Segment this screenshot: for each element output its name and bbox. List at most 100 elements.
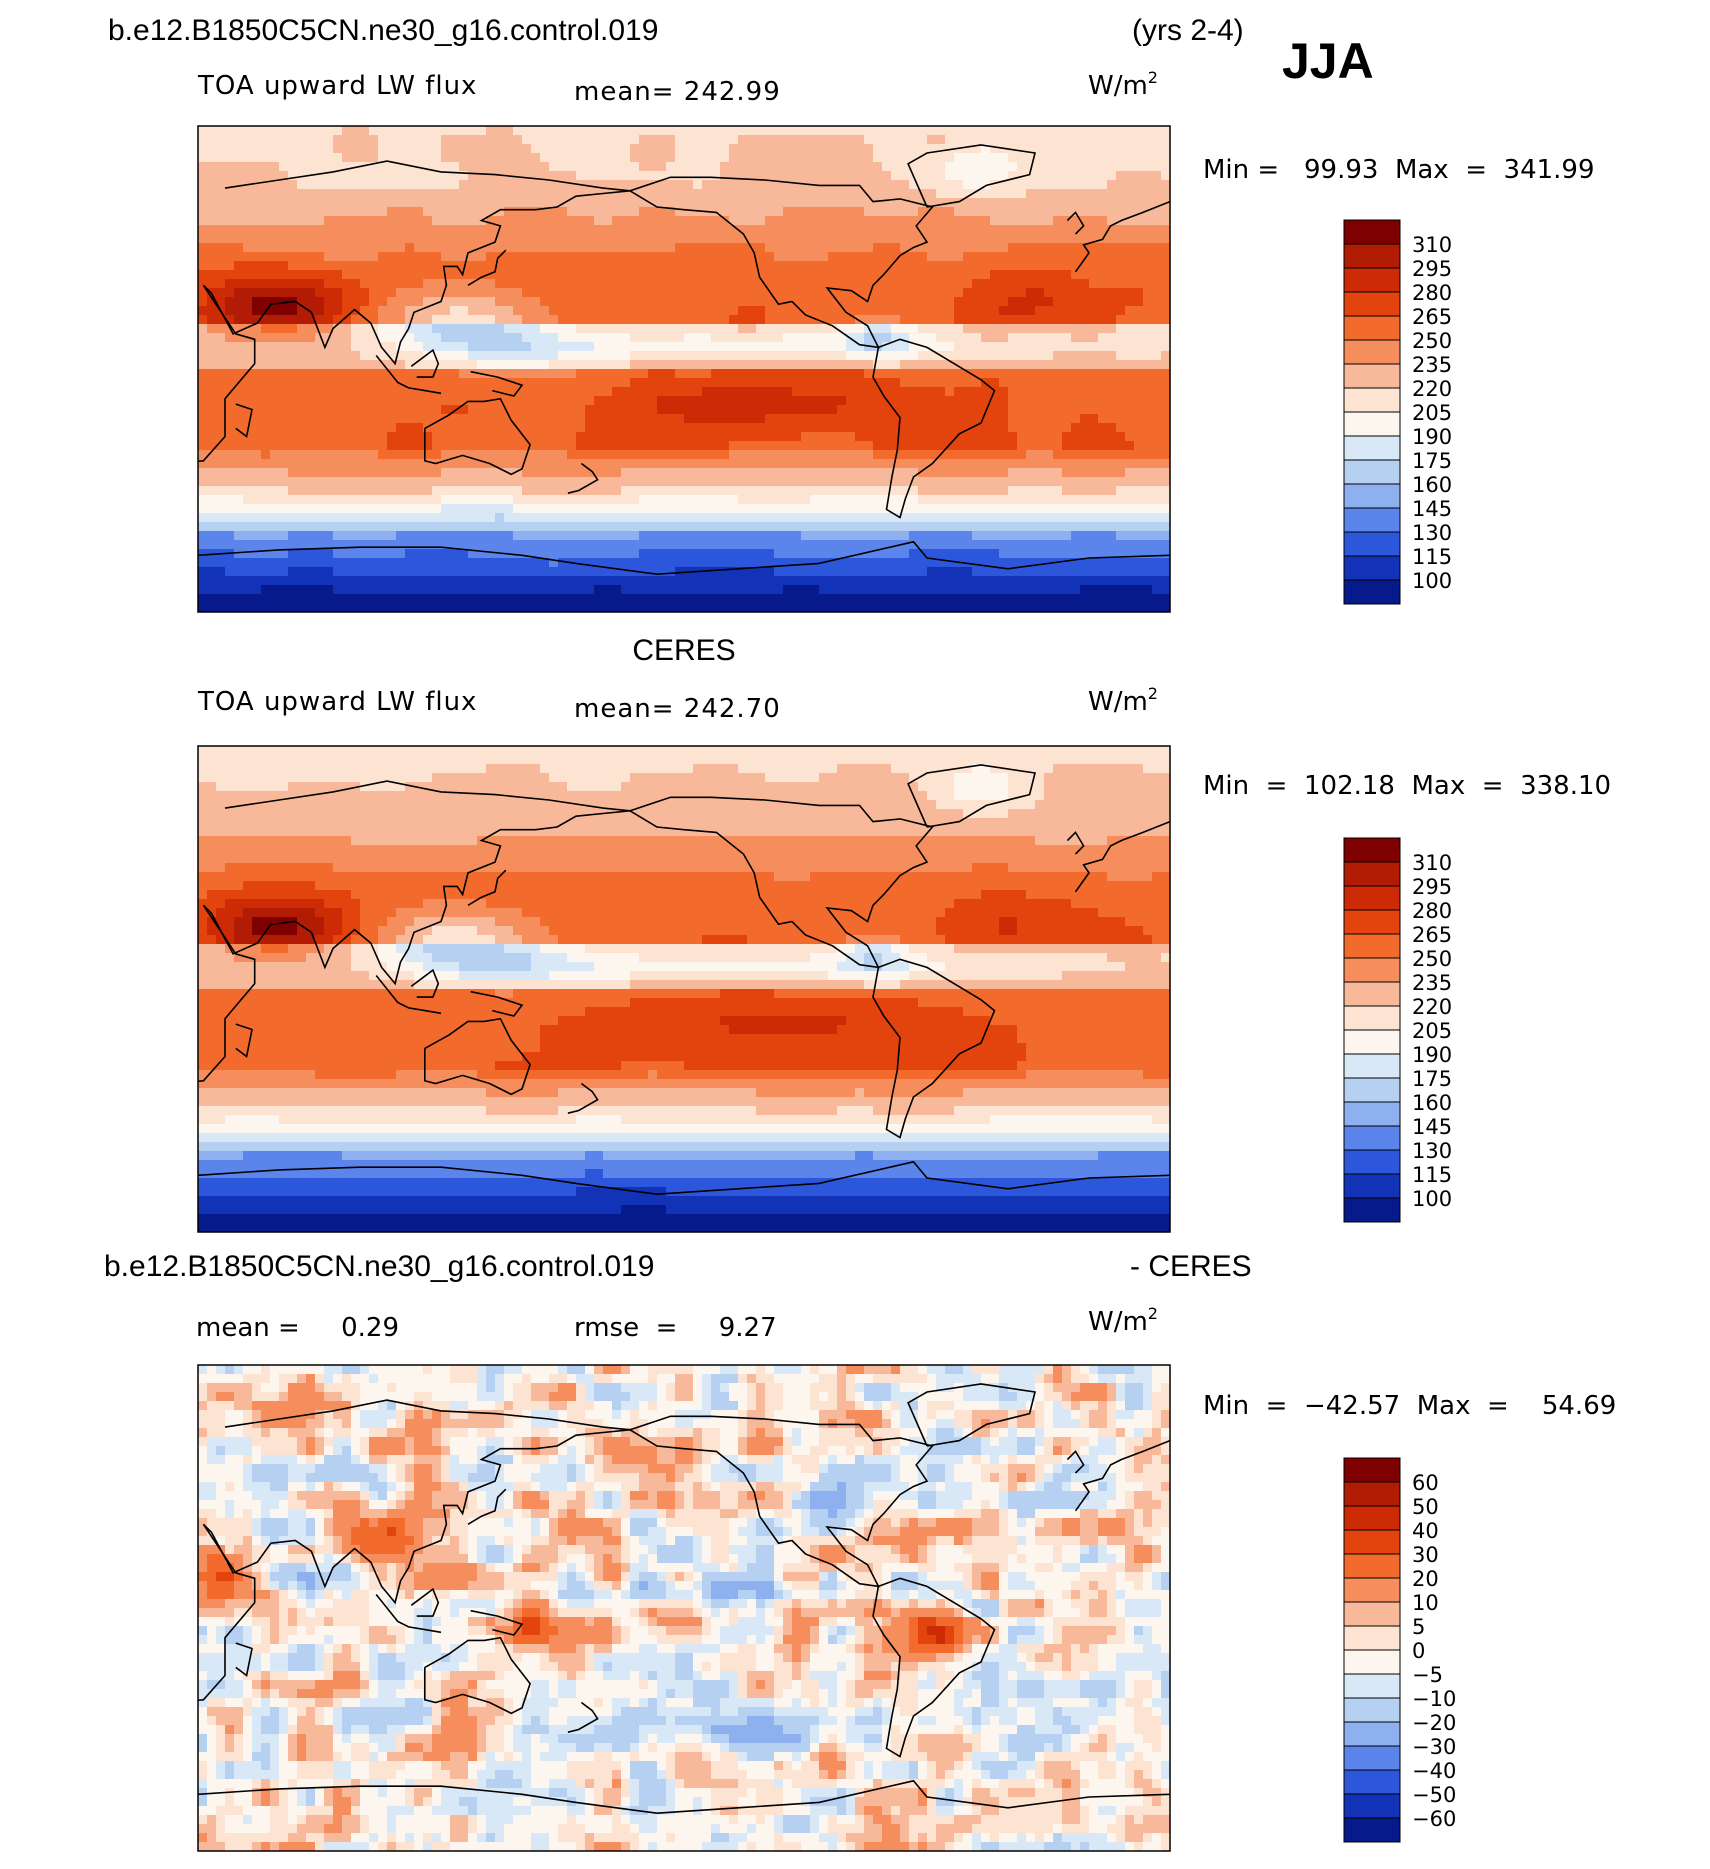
map-cell [774, 441, 784, 451]
map-cell [666, 144, 676, 154]
map-cell [576, 324, 586, 334]
map-cell [801, 522, 811, 532]
map-cell [864, 351, 874, 361]
map-cell [846, 324, 856, 334]
map-cell [963, 531, 973, 541]
map-cell [882, 252, 892, 262]
map-cell [333, 531, 343, 541]
map-cell [909, 297, 919, 307]
map-cell [207, 405, 217, 415]
map-cell [981, 225, 991, 235]
map-cell [792, 414, 802, 424]
map-cell [954, 234, 964, 244]
map-cell [1008, 387, 1018, 397]
map-cell [1089, 522, 1099, 532]
map-cell [504, 414, 514, 424]
map-cell [405, 522, 415, 532]
map-cell [585, 414, 595, 424]
map-cell [720, 351, 730, 361]
map-cell [693, 396, 703, 406]
map-cell [891, 216, 901, 226]
map-cell [1017, 288, 1027, 298]
map-cell [468, 468, 478, 478]
map-cell [441, 189, 451, 199]
map-cell [441, 396, 451, 406]
map-cell [801, 207, 811, 217]
map-cell [666, 189, 676, 199]
map-cell [351, 477, 361, 487]
map-cell [351, 297, 361, 307]
map-cell [1134, 396, 1144, 406]
map-cell [693, 342, 703, 352]
map-cell [1089, 450, 1099, 460]
map-cell [261, 297, 271, 307]
map-cell [837, 342, 847, 352]
map-cell [1125, 189, 1135, 199]
map-cell [747, 252, 757, 262]
map-cell [585, 333, 595, 343]
map-cell [243, 351, 253, 361]
map-cell [567, 189, 577, 199]
map-cell [693, 171, 703, 181]
map-cell [900, 126, 910, 136]
map-cell [378, 333, 388, 343]
map-cell [657, 333, 667, 343]
map-cell [864, 441, 874, 451]
map-cell [621, 414, 631, 424]
map-cell [756, 306, 766, 316]
map-cell [648, 306, 658, 316]
map-cell [324, 450, 334, 460]
map-cell [540, 207, 550, 217]
map-cell [252, 369, 262, 379]
map-cell [873, 162, 883, 172]
map-cell [675, 432, 685, 442]
map-cell [378, 144, 388, 154]
map-cell [306, 324, 316, 334]
map-cell [324, 486, 334, 496]
map-cell [954, 162, 964, 172]
map-cell [900, 270, 910, 280]
map-cell [819, 324, 829, 334]
map-cell [1089, 153, 1099, 163]
map-cell [234, 198, 244, 208]
map-cell [963, 477, 973, 487]
map-cell [945, 126, 955, 136]
map-cell [288, 423, 298, 433]
map-cell [1098, 144, 1108, 154]
map-cell [855, 522, 865, 532]
map-cell [1134, 261, 1144, 271]
map-cell [216, 504, 226, 514]
map-cell [342, 378, 352, 388]
map-cell [261, 531, 271, 541]
map-cell [918, 513, 928, 523]
map-cell [1152, 315, 1162, 325]
map-cell [999, 207, 1009, 217]
map-cell [801, 450, 811, 460]
map-cell [540, 450, 550, 460]
map-cell [783, 504, 793, 514]
map-cell [918, 405, 928, 415]
map-cell [486, 450, 496, 460]
map-cell [684, 198, 694, 208]
map-cell [459, 333, 469, 343]
map-cell [927, 414, 937, 424]
map-cell [243, 531, 253, 541]
map-cell [207, 360, 217, 370]
map-cell [459, 261, 469, 271]
map-cell [198, 135, 208, 145]
map-cell [1071, 396, 1081, 406]
map-cell [738, 333, 748, 343]
map-cell [468, 153, 478, 163]
map-cell [441, 270, 451, 280]
map-cell [450, 333, 460, 343]
map-cell [792, 243, 802, 253]
map-cell [1026, 333, 1036, 343]
map-cell [1026, 432, 1036, 442]
map-cell [198, 477, 208, 487]
map-cell [324, 279, 334, 289]
map-cell [540, 324, 550, 334]
map-cell [1008, 432, 1018, 442]
map-cell [333, 144, 343, 154]
map-cell [729, 450, 739, 460]
map-cell [558, 216, 568, 226]
